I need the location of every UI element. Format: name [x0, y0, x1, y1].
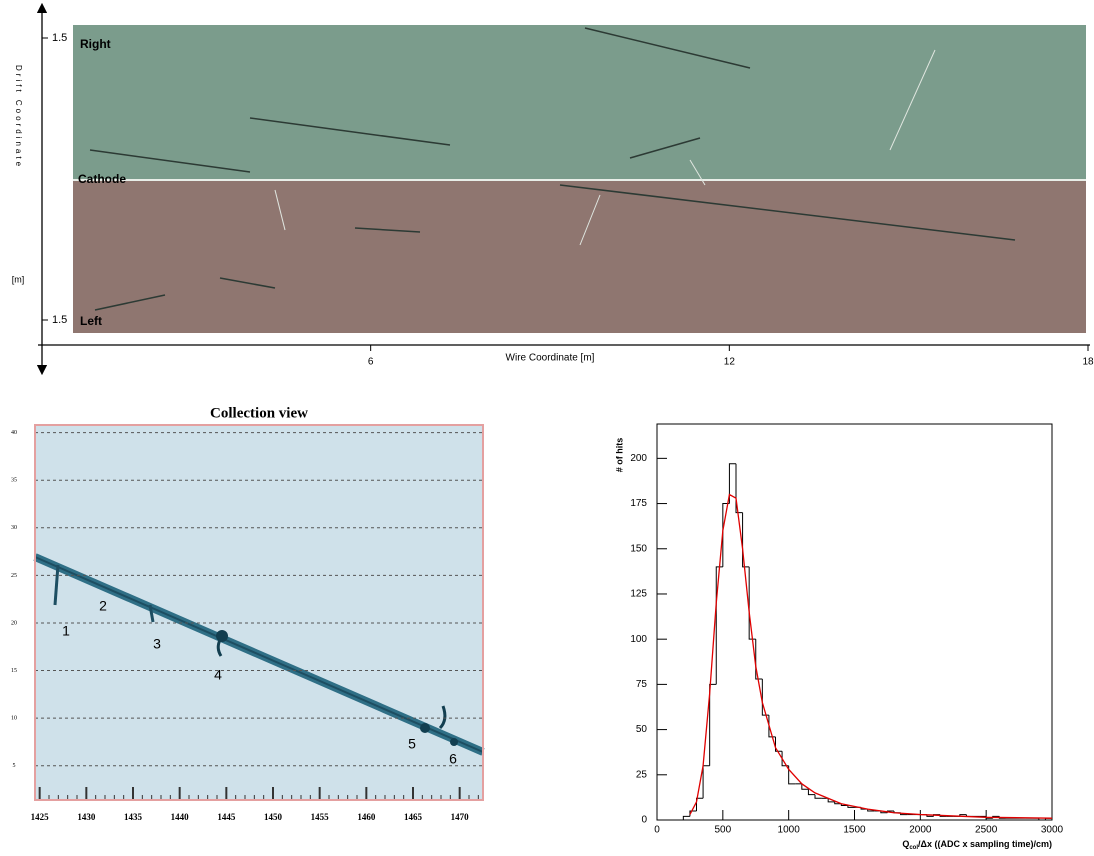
histogram-bin: [847, 805, 855, 808]
histogram-bin: [755, 639, 763, 680]
x-tick-label: 18: [1082, 357, 1094, 368]
histogram-bin: [682, 815, 690, 820]
y-tick-label: 5: [13, 763, 16, 769]
y-tick-label: 35: [11, 478, 17, 484]
event-image: [73, 25, 1086, 333]
histogram-bin: [715, 566, 723, 685]
collection-image: [33, 425, 485, 800]
x-tick-label: 500: [714, 825, 731, 836]
track-label: 3: [153, 636, 161, 652]
x-axis-label-part: /Δx ((ADC x sampling time)/cm): [918, 839, 1052, 849]
y-tick-label: 20: [11, 620, 17, 626]
y-tick-label: 1.5: [52, 314, 67, 326]
y-tick-label: 125: [630, 589, 647, 600]
x-tick-label: 1000: [778, 825, 801, 836]
histogram-bin: [827, 798, 835, 803]
panel-title: Collection view: [210, 405, 308, 421]
y-tick-label: 10: [11, 716, 17, 722]
x-tick-label: 1470: [451, 812, 470, 822]
histogram-bin: [689, 810, 697, 817]
y-tick-label: 0: [641, 815, 647, 826]
x-tick-label: 12: [724, 357, 736, 368]
y-tick-label: 25: [636, 769, 648, 780]
histogram-bin: [761, 678, 769, 716]
x-tick-label: 1445: [217, 812, 236, 822]
y-tick-label: 25: [11, 573, 17, 579]
y-tick-label: 75: [636, 679, 648, 690]
y-tick-label: 200: [630, 453, 647, 464]
histogram-bin: [768, 715, 776, 738]
y-tick-label: 15: [11, 668, 17, 674]
region-label: Right: [80, 37, 111, 51]
y-tick-label: 40: [11, 430, 17, 436]
region-label: Left: [80, 314, 102, 328]
histogram-bin: [814, 794, 822, 799]
fit-curve: [689, 493, 1053, 819]
y-tick-label: 100: [630, 634, 647, 645]
y-axis-label: Drift Coordinate: [14, 65, 23, 169]
x-tick-label: 1430: [77, 812, 96, 822]
histogram-bin: [702, 765, 710, 799]
x-tick-label: 1460: [357, 812, 376, 822]
x-tick-label: 1440: [171, 812, 190, 822]
x-tick-label: 0: [654, 825, 660, 836]
track-label: 2: [99, 598, 107, 614]
x-axis-label: Wire Coordinate [m]: [506, 353, 595, 364]
x-tick-label: 6: [368, 357, 374, 368]
x-axis-label-part: Q: [902, 839, 909, 849]
x-tick-label: 3000: [1041, 825, 1064, 836]
histogram-bin: [742, 512, 750, 568]
x-tick-label: 1455: [311, 812, 330, 822]
track-label: 5: [408, 736, 416, 752]
x-tick-label: 1425: [31, 812, 50, 822]
track-label: 6: [449, 751, 457, 767]
track-label: 1: [62, 623, 70, 639]
x-axis-label-part: col: [909, 845, 918, 851]
x-tick-label: 1435: [124, 812, 143, 822]
y-tick-label: 150: [630, 543, 647, 554]
region-label: Cathode: [78, 172, 126, 186]
x-axis-label: Qcol/Δx ((ADC x sampling time)/cm): [902, 839, 1052, 850]
y-tick-label: 175: [630, 498, 647, 509]
collection-frame: [34, 424, 484, 801]
histogram-bin: [1038, 818, 1046, 821]
y-axis-label: # of hits: [614, 438, 624, 473]
x-tick-label: 1500: [843, 825, 866, 836]
histogram-bin: [735, 463, 743, 514]
histogram-bin: [709, 683, 717, 766]
histogram-bin: [748, 566, 756, 640]
histogram-bin: [788, 765, 796, 785]
y-tick-label: 30: [11, 525, 17, 531]
y-axis-unit: [m]: [12, 274, 25, 284]
x-tick-label: 1450: [264, 812, 283, 822]
x-tick-label: 2000: [909, 825, 932, 836]
y-tick-label: 1.5: [52, 32, 67, 44]
y-tick-label: 50: [636, 724, 648, 735]
histogram-bin: [807, 789, 815, 796]
histogram-bin: [696, 797, 704, 811]
track-label: 4: [214, 667, 222, 683]
x-tick-label: 1465: [404, 812, 423, 822]
histogram-bin: [834, 801, 842, 805]
x-tick-label: 2500: [975, 825, 998, 836]
histogram-bin: [801, 783, 809, 790]
histogram-bin: [728, 463, 736, 504]
histogram-bin: [775, 736, 783, 752]
